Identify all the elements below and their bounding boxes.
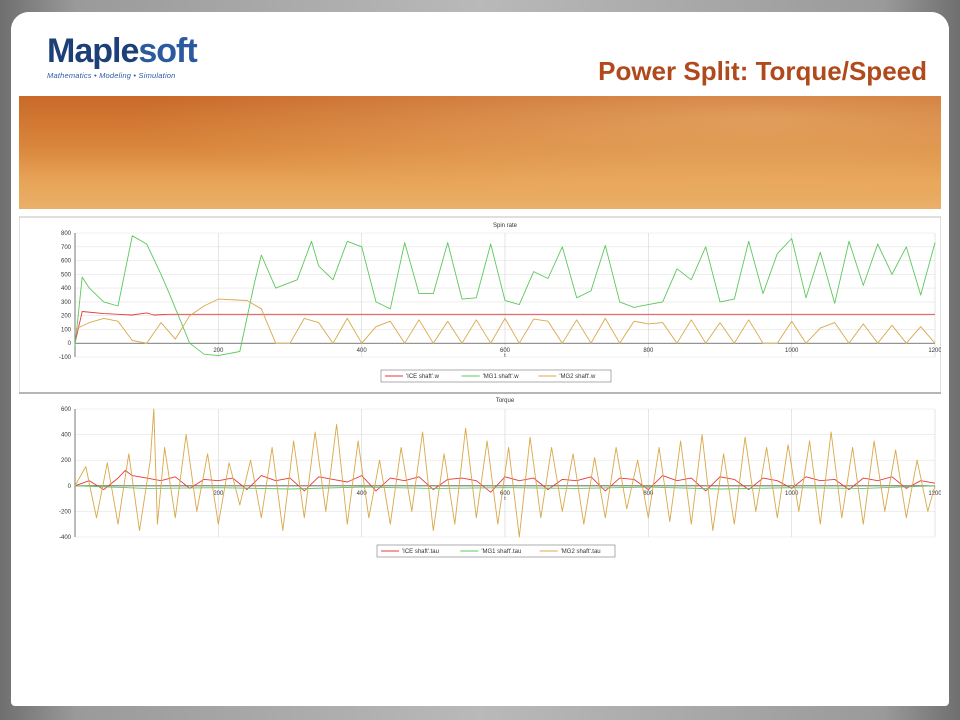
- y-tick-label: 400: [61, 286, 72, 292]
- x-tick-label: 1000: [785, 348, 799, 354]
- x-tick-label: 800: [643, 491, 654, 497]
- legend-box: [380, 369, 612, 383]
- series-line-1: [74, 469, 936, 493]
- y-tick-label: 800: [61, 231, 72, 237]
- logo-wordmark: Maplesoft: [47, 32, 198, 70]
- orange-banner: [19, 96, 941, 209]
- logo-tagline: Mathematics • Modeling • Simulation: [47, 71, 176, 80]
- legend-label: 'MG2 shaft'.w: [559, 374, 596, 380]
- y-tick-label: -200: [59, 509, 72, 515]
- x-axis-label: t: [504, 353, 506, 359]
- series-line-2: [74, 235, 936, 357]
- legend-label: 'ICE shaft'.w: [406, 374, 440, 380]
- y-tick-label: 700: [61, 245, 72, 251]
- y-tick-label: 300: [61, 300, 72, 306]
- y-tick-label: -100: [59, 355, 72, 361]
- series-line-3: [74, 298, 936, 344]
- y-tick-label: 600: [61, 407, 72, 413]
- slide: Maplesoft Mathematics • Modeling • Simul…: [11, 12, 949, 706]
- legend-box: [376, 544, 616, 558]
- x-tick-label: 1000: [785, 491, 799, 497]
- x-tick-label: 200: [213, 491, 224, 497]
- x-tick-label: 600: [500, 348, 511, 354]
- charts-svg: Spin rate -100 0 100 200 300 400 500 600 700 800 20…: [19, 216, 941, 558]
- maplesoft-logo: Maplesoft Mathematics • Modeling • Simul…: [47, 32, 198, 80]
- y-tick-label: 600: [61, 259, 72, 265]
- slide-header: Maplesoft Mathematics • Modeling • Simul…: [11, 12, 949, 96]
- series-line-3: [74, 408, 936, 538]
- legend-label: 'ICE shaft'.tau: [402, 549, 439, 555]
- x-tick-label: 800: [643, 348, 654, 354]
- x-axis-label: t: [504, 496, 506, 502]
- y-tick-label: 400: [61, 433, 72, 439]
- legend-label: 'MG1 shaft'.tau: [481, 549, 521, 555]
- chart-area: Spin rate -100 0 100 200 300 400 500 600 700 800 20…: [19, 209, 941, 669]
- legend-label: 'MG1 shaft'.w: [483, 374, 520, 380]
- x-tick-label: 1200: [928, 348, 941, 354]
- x-tick-label: 600: [500, 491, 511, 497]
- y-tick-label: 0: [68, 484, 72, 490]
- y-tick-label: 100: [61, 327, 72, 333]
- x-tick-label: 400: [357, 491, 368, 497]
- x-tick-label: 1200: [928, 491, 941, 497]
- x-tick-label: 200: [213, 348, 224, 354]
- series-line-1: [74, 311, 935, 344]
- y-tick-label: 500: [61, 272, 72, 278]
- y-tick-label: 0: [68, 341, 72, 347]
- y-tick-label: -400: [59, 535, 72, 541]
- x-tick-label: 400: [357, 348, 368, 354]
- legend-label: 'MG2 shaft'.tau: [561, 549, 601, 555]
- y-tick-label: 200: [61, 314, 72, 320]
- slide-title: Power Split: Torque/Speed: [598, 56, 927, 86]
- series-line-2: [74, 485, 936, 490]
- chart-title: Spin rate: [493, 223, 518, 229]
- y-tick-label: 200: [61, 458, 72, 464]
- upper-panel-frame: [19, 216, 941, 394]
- chart-title: Torque: [496, 398, 515, 404]
